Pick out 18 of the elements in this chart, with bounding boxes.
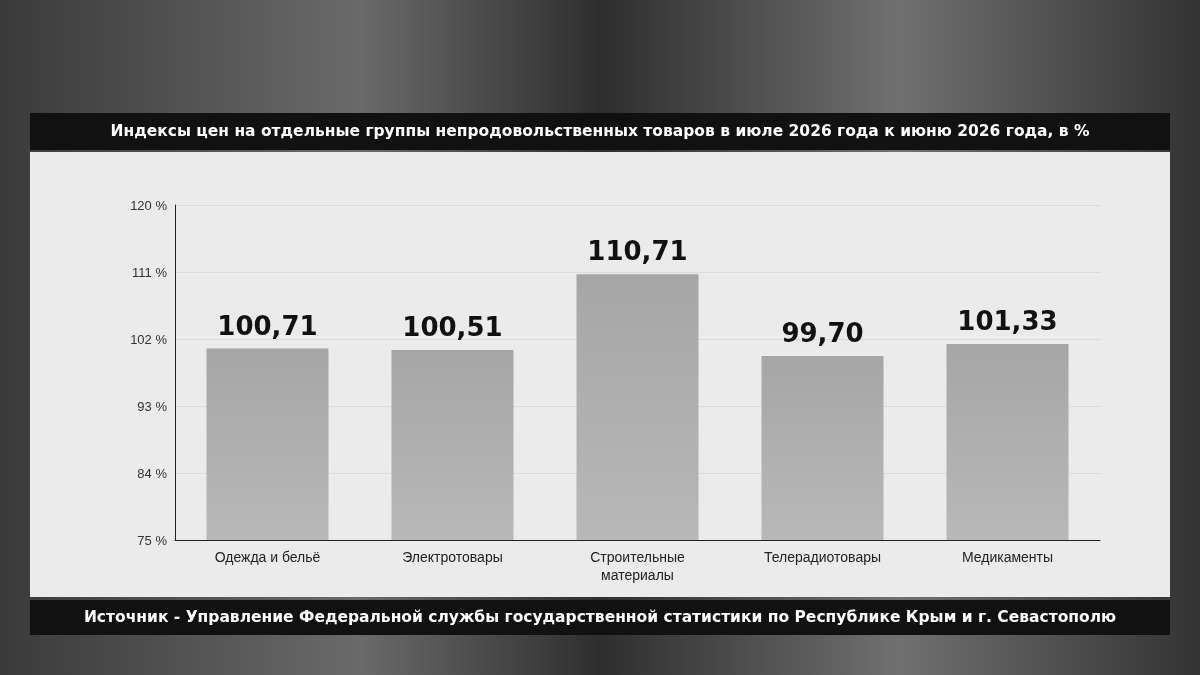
data-label: 110,71 bbox=[587, 236, 688, 267]
data-label: 100,51 bbox=[402, 312, 503, 343]
y-tick-label: 84 % bbox=[137, 465, 168, 481]
text: Источник - Управление Федеральной службы государственной статистики по Республике Крым и г. Севастополю bbox=[30, 600, 1170, 635]
x-tick-label: Строительные материалы bbox=[590, 549, 685, 583]
x-tick-label: Одежда и бельё bbox=[214, 549, 321, 565]
x-tick-label: Телерадиотовары bbox=[763, 549, 882, 565]
y-tick-label: 102 % bbox=[130, 331, 168, 347]
data-label: 99,70 bbox=[781, 318, 864, 349]
y-tick-label: 120 % bbox=[130, 197, 168, 213]
data-label: 101,33 bbox=[957, 305, 1058, 336]
y-tick-label: 75 % bbox=[137, 532, 168, 548]
x-tick-label: Электротовары bbox=[402, 549, 503, 565]
chart-title: Индексы цен на отдельные группы непродовольственных товаров в июле 2026 года к июню 2026 года, в % bbox=[30, 113, 1170, 150]
x-tick-label: Медикаменты bbox=[961, 549, 1054, 565]
y-tick-label: 93 % bbox=[137, 398, 168, 414]
y-tick-label: 111 % bbox=[132, 264, 168, 280]
data-label: 100,71 bbox=[217, 310, 318, 341]
